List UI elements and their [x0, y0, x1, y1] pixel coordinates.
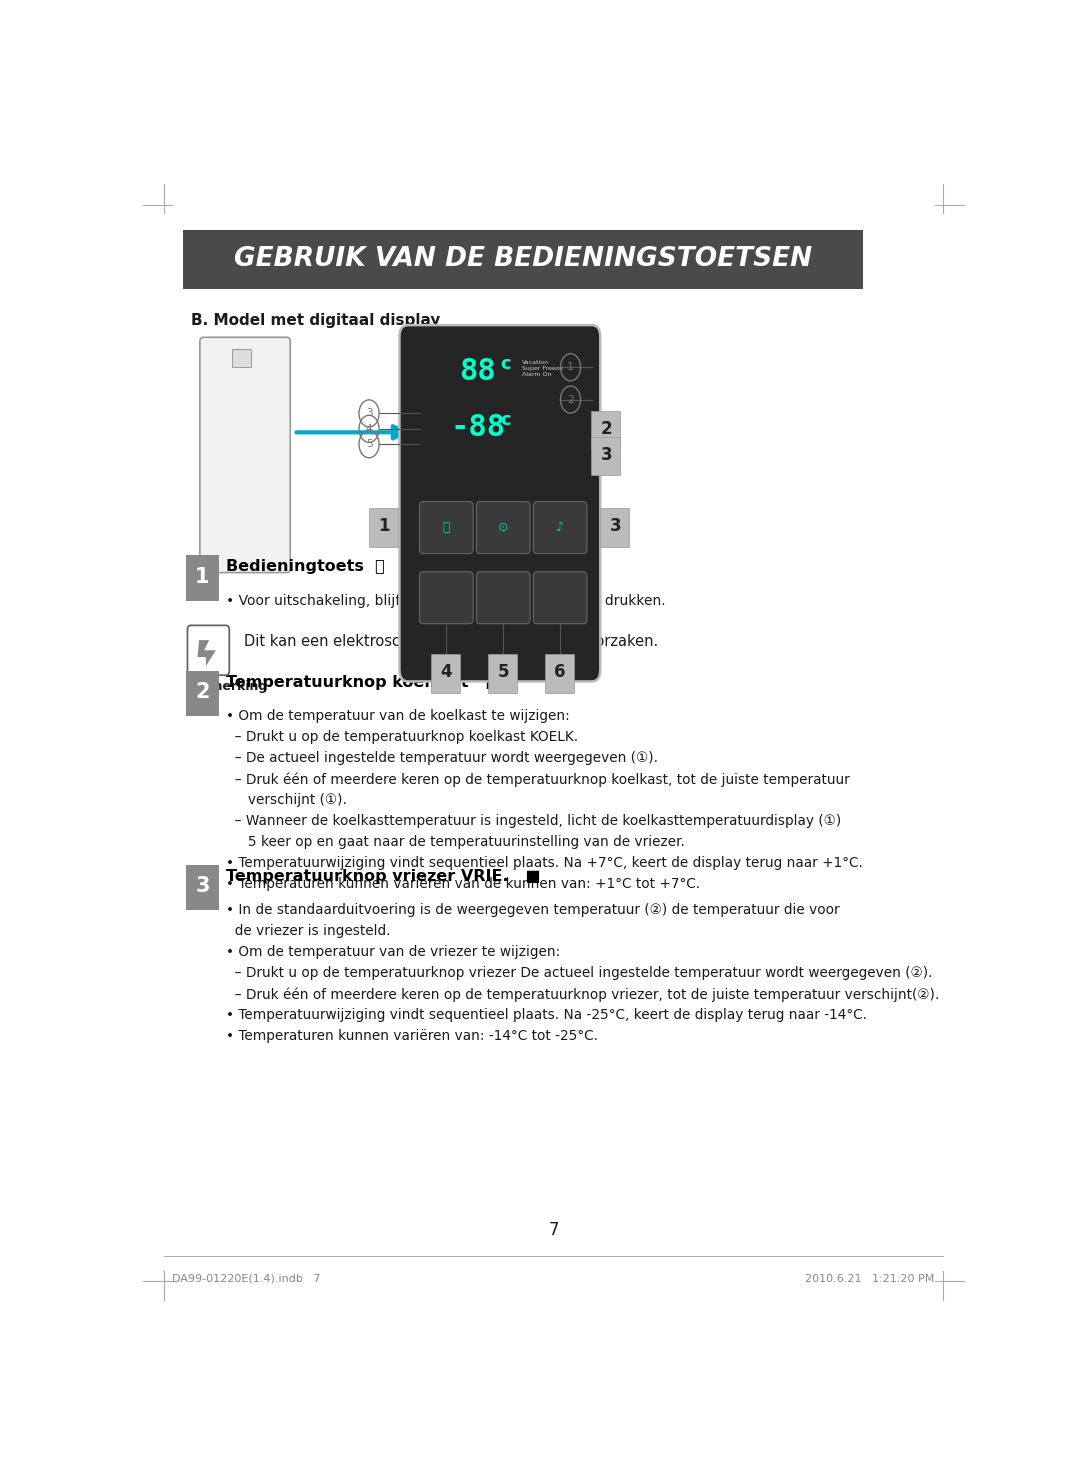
Text: • Om de temperatuur van de koelkast te wijzigen:: • Om de temperatuur van de koelkast te w… [227, 710, 570, 723]
Text: 4: 4 [366, 425, 373, 433]
Text: • Om de temperatuur van de vriezer te wijzigen:: • Om de temperatuur van de vriezer te wi… [227, 945, 561, 959]
Text: • Temperatuurwijziging vindt sequentieel plaats. Na -25°C, keert de display teru: • Temperatuurwijziging vindt sequentieel… [227, 1008, 867, 1022]
Text: DA99-01220E(1.4).indb   7: DA99-01220E(1.4).indb 7 [172, 1274, 321, 1284]
Text: 2010.6.21   1:21:20 PM: 2010.6.21 1:21:20 PM [806, 1274, 935, 1284]
Text: Temperatuurknop koelkast   ■: Temperatuurknop koelkast ■ [227, 674, 501, 690]
Text: – Druk één of meerdere keren op de temperatuurknop vriezer, tot de juiste temper: – Druk één of meerdere keren op de tempe… [227, 987, 940, 1002]
Text: 3: 3 [600, 447, 612, 464]
Text: – Drukt u op de temperatuurknop koelkast KOELK.: – Drukt u op de temperatuurknop koelkast… [227, 730, 579, 745]
Text: c: c [500, 354, 511, 373]
Text: • Voor uitschakeling, blijft u gedurende drie seconden drukken.: • Voor uitschakeling, blijft u gedurende… [227, 593, 666, 608]
Text: 3: 3 [366, 408, 373, 419]
Text: Opmerking: Opmerking [191, 680, 268, 693]
FancyBboxPatch shape [232, 348, 251, 367]
FancyBboxPatch shape [476, 501, 530, 554]
Text: ⊙: ⊙ [498, 521, 509, 535]
FancyBboxPatch shape [419, 501, 473, 554]
Text: Temperatuurknop vriezer VRIE.   ■: Temperatuurknop vriezer VRIE. ■ [227, 868, 541, 884]
FancyBboxPatch shape [400, 325, 600, 682]
FancyBboxPatch shape [200, 338, 291, 573]
Text: ♪: ♪ [556, 521, 564, 535]
FancyBboxPatch shape [534, 571, 586, 624]
FancyBboxPatch shape [186, 555, 218, 601]
Text: 1: 1 [379, 517, 390, 536]
Text: B. Model met digitaal display: B. Model met digitaal display [191, 313, 441, 329]
Text: – Drukt u op de temperatuurknop vriezer De actueel ingestelde temperatuur wordt : – Drukt u op de temperatuurknop vriezer … [227, 967, 933, 980]
FancyBboxPatch shape [431, 654, 460, 693]
FancyBboxPatch shape [419, 571, 473, 624]
Text: 88: 88 [459, 357, 496, 386]
FancyBboxPatch shape [369, 508, 397, 546]
Text: Dit kan een elektroschok of andere schade veroorzaken.: Dit kan een elektroschok of andere schad… [243, 633, 658, 649]
Text: 1: 1 [195, 567, 210, 588]
Polygon shape [198, 640, 216, 665]
Text: – Wanneer de koelkasttemperatuur is ingesteld, licht de koelkasttemperatuurdispl: – Wanneer de koelkasttemperatuur is inge… [227, 814, 841, 829]
Text: 5: 5 [498, 664, 509, 682]
Text: – De actueel ingestelde temperatuur wordt weergegeven (①).: – De actueel ingestelde temperatuur word… [227, 751, 659, 765]
Text: 2: 2 [600, 420, 612, 438]
FancyBboxPatch shape [476, 571, 530, 624]
Text: 1: 1 [567, 363, 575, 372]
Text: • Temperaturen kunnen variëren van: -14°C tot -25°C.: • Temperaturen kunnen variëren van: -14°… [227, 1028, 598, 1043]
Text: 7: 7 [549, 1221, 558, 1238]
Text: – Druk één of meerdere keren op de temperatuurknop koelkast, tot de juiste tempe: – Druk één of meerdere keren op de tempe… [227, 773, 850, 786]
FancyBboxPatch shape [188, 626, 229, 676]
Text: 2: 2 [567, 395, 575, 404]
Text: Vacation
Super Freeze
Alarm On: Vacation Super Freeze Alarm On [522, 360, 563, 376]
Text: -88: -88 [450, 413, 505, 442]
FancyBboxPatch shape [545, 654, 573, 693]
Text: 5 keer op en gaat naar de temperatuurinstelling van de vriezer.: 5 keer op en gaat naar de temperatuurins… [227, 834, 686, 849]
FancyBboxPatch shape [534, 501, 586, 554]
Text: c: c [500, 411, 511, 429]
FancyBboxPatch shape [183, 231, 864, 289]
FancyBboxPatch shape [600, 508, 629, 546]
Text: Bedieningtoets  ⏻: Bedieningtoets ⏻ [227, 560, 386, 574]
Text: • Temperaturen kunnen variëren van de kunnen van: +1°C tot +7°C.: • Temperaturen kunnen variëren van de ku… [227, 877, 701, 890]
Text: de vriezer is ingesteld.: de vriezer is ingesteld. [227, 924, 391, 939]
FancyBboxPatch shape [186, 865, 218, 911]
Text: • Temperatuurwijziging vindt sequentieel plaats. Na +7°C, keert de display terug: • Temperatuurwijziging vindt sequentieel… [227, 856, 863, 870]
Text: ⏻: ⏻ [443, 521, 450, 535]
Text: 3: 3 [195, 877, 210, 896]
FancyBboxPatch shape [591, 411, 620, 450]
Text: 4: 4 [441, 664, 453, 682]
Text: 3: 3 [609, 517, 621, 536]
FancyBboxPatch shape [488, 654, 516, 693]
Text: verschijnt (①).: verschijnt (①). [227, 793, 348, 806]
Text: 5: 5 [366, 439, 373, 450]
Text: 2: 2 [195, 683, 210, 702]
FancyBboxPatch shape [186, 671, 218, 717]
Text: 6: 6 [554, 664, 566, 682]
FancyBboxPatch shape [591, 436, 620, 476]
Text: • In de standaarduitvoering is de weergegeven temperatuur (②) de temperatuur die: • In de standaarduitvoering is de weerge… [227, 903, 840, 918]
Text: GEBRUIK VAN DE BEDIENINGSTOETSEN: GEBRUIK VAN DE BEDIENINGSTOETSEN [234, 247, 812, 272]
